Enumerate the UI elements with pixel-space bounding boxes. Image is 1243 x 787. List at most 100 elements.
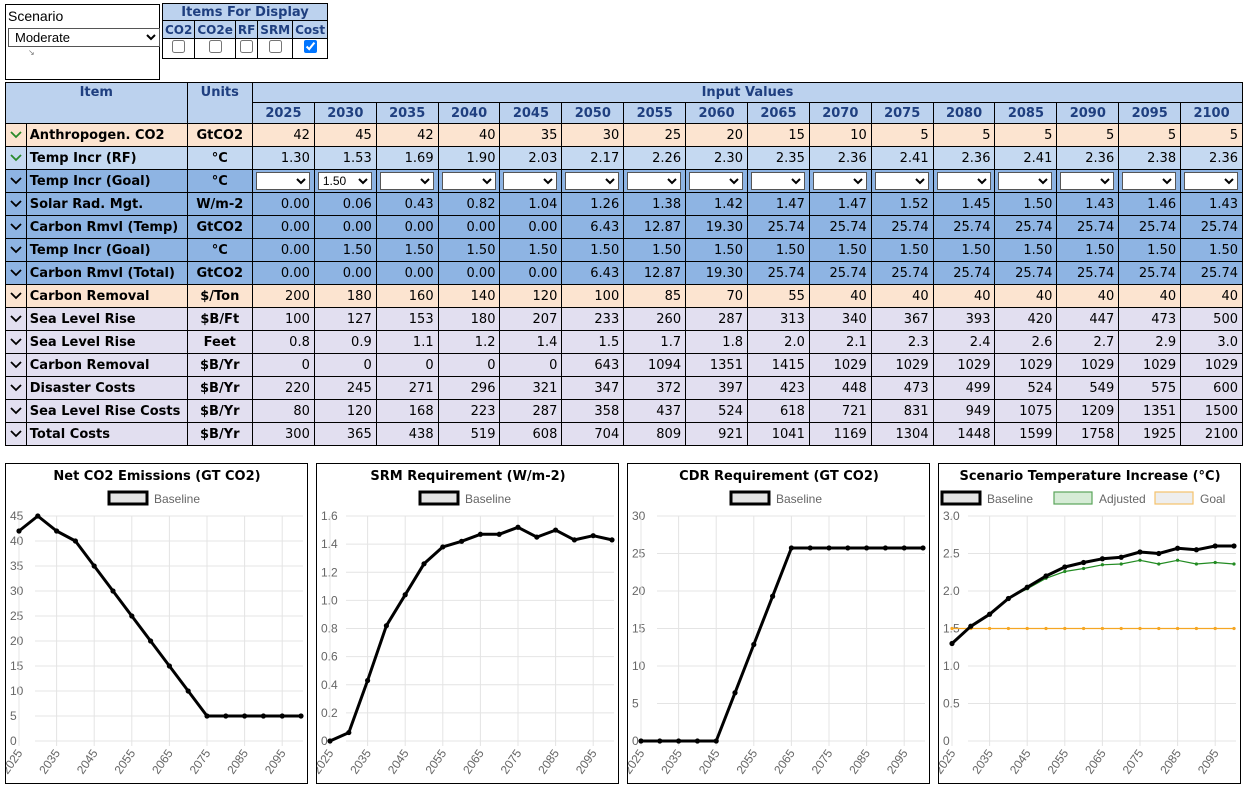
row-expand-chevron-icon[interactable] bbox=[5, 215, 27, 239]
data-point[interactable] bbox=[223, 713, 229, 719]
data-point[interactable] bbox=[1175, 545, 1181, 551]
data-point[interactable] bbox=[788, 545, 794, 551]
data-point[interactable] bbox=[1232, 562, 1236, 566]
goal-select-2080[interactable] bbox=[936, 172, 991, 190]
legend-label[interactable]: Adjusted bbox=[1099, 492, 1146, 506]
data-point[interactable] bbox=[553, 527, 559, 533]
goal-select-2075[interactable] bbox=[874, 172, 929, 190]
row-expand-chevron-icon[interactable] bbox=[5, 169, 27, 193]
data-point[interactable] bbox=[185, 688, 191, 694]
row-expand-chevron-icon[interactable] bbox=[5, 192, 27, 216]
data-point[interactable] bbox=[298, 713, 304, 719]
data-point[interactable] bbox=[1063, 569, 1067, 574]
data-point[interactable] bbox=[1232, 626, 1236, 631]
row-expand-chevron-icon[interactable] bbox=[5, 146, 27, 170]
data-point[interactable] bbox=[440, 544, 446, 550]
data-point[interactable] bbox=[1082, 626, 1086, 631]
data-point[interactable] bbox=[1213, 560, 1217, 565]
display-checkbox-co2[interactable] bbox=[172, 40, 186, 53]
row-expand-chevron-icon[interactable] bbox=[5, 284, 27, 308]
data-point[interactable] bbox=[1005, 595, 1011, 602]
data-point[interactable] bbox=[807, 545, 813, 551]
goal-select-2040[interactable] bbox=[441, 172, 496, 190]
goal-select-2085[interactable] bbox=[998, 172, 1053, 190]
goal-select-2065[interactable] bbox=[750, 172, 805, 190]
data-point[interactable] bbox=[638, 738, 644, 744]
data-point[interactable] bbox=[1213, 626, 1217, 631]
data-point[interactable] bbox=[1082, 566, 1086, 571]
data-point[interactable] bbox=[920, 545, 926, 551]
data-point[interactable] bbox=[988, 626, 992, 631]
data-point[interactable] bbox=[864, 545, 870, 551]
row-expand-chevron-icon[interactable] bbox=[5, 353, 27, 377]
data-point[interactable] bbox=[1063, 626, 1067, 631]
row-expand-chevron-icon[interactable] bbox=[5, 238, 27, 262]
data-point[interactable] bbox=[534, 534, 540, 540]
legend-label[interactable]: Goal bbox=[1200, 492, 1225, 506]
data-point[interactable] bbox=[1194, 562, 1198, 566]
row-expand-chevron-icon[interactable] bbox=[5, 376, 27, 400]
data-point[interactable] bbox=[1043, 573, 1049, 579]
goal-select-2035[interactable] bbox=[379, 172, 434, 190]
legend-label[interactable]: Baseline bbox=[987, 492, 1033, 506]
data-point[interactable] bbox=[1231, 543, 1237, 549]
data-point[interactable] bbox=[1100, 563, 1104, 567]
data-point[interactable] bbox=[751, 641, 757, 648]
data-point[interactable] bbox=[327, 738, 333, 744]
data-point[interactable] bbox=[987, 611, 993, 617]
display-checkbox-cost[interactable] bbox=[303, 40, 317, 53]
display-checkbox-co2e[interactable] bbox=[208, 40, 222, 53]
data-point[interactable] bbox=[1119, 562, 1123, 566]
data-point[interactable] bbox=[1194, 626, 1198, 631]
goal-select-2025[interactable] bbox=[255, 172, 310, 190]
data-point[interactable] bbox=[950, 626, 954, 631]
goal-select-2045[interactable] bbox=[503, 172, 558, 190]
row-expand-chevron-icon[interactable] bbox=[5, 422, 27, 446]
data-point[interactable] bbox=[1176, 626, 1180, 631]
data-point[interactable] bbox=[260, 713, 266, 719]
display-checkbox-rf[interactable] bbox=[240, 40, 254, 53]
data-point[interactable] bbox=[901, 545, 907, 551]
data-point[interactable] bbox=[515, 524, 521, 530]
data-point[interactable] bbox=[204, 713, 210, 719]
data-point[interactable] bbox=[16, 528, 22, 534]
data-point[interactable] bbox=[1099, 556, 1105, 562]
data-point[interactable] bbox=[845, 545, 851, 551]
data-point[interactable] bbox=[1044, 626, 1048, 631]
data-point[interactable] bbox=[459, 538, 465, 544]
row-expand-chevron-icon[interactable] bbox=[5, 261, 27, 285]
data-point[interactable] bbox=[826, 545, 832, 551]
data-point[interactable] bbox=[496, 531, 502, 537]
goal-select-2095[interactable] bbox=[1122, 172, 1177, 190]
goal-select-2030[interactable]: 1.50 bbox=[317, 172, 372, 190]
data-point[interactable] bbox=[1024, 584, 1030, 590]
data-point[interactable] bbox=[129, 613, 135, 619]
goal-select-2060[interactable] bbox=[689, 172, 744, 190]
row-expand-chevron-icon[interactable] bbox=[5, 330, 27, 354]
data-point[interactable] bbox=[279, 713, 285, 719]
goal-select-2090[interactable] bbox=[1060, 172, 1115, 190]
goal-select-2050[interactable] bbox=[565, 172, 620, 190]
legend-label[interactable]: Baseline bbox=[154, 492, 200, 506]
data-point[interactable] bbox=[365, 677, 371, 684]
data-point[interactable] bbox=[1081, 559, 1087, 566]
data-point[interactable] bbox=[968, 623, 974, 629]
data-point[interactable] bbox=[383, 623, 389, 629]
data-point[interactable] bbox=[732, 690, 738, 696]
data-point[interactable] bbox=[477, 531, 483, 537]
goal-select-2055[interactable] bbox=[627, 172, 682, 190]
data-point[interactable] bbox=[713, 738, 719, 744]
data-point[interactable] bbox=[54, 528, 60, 534]
data-point[interactable] bbox=[694, 738, 700, 744]
data-point[interactable] bbox=[1137, 549, 1143, 555]
data-point[interactable] bbox=[1025, 626, 1029, 631]
goal-select-2070[interactable] bbox=[812, 172, 867, 190]
data-point[interactable] bbox=[770, 593, 776, 599]
legend-label[interactable]: Baseline bbox=[465, 492, 511, 506]
data-point[interactable] bbox=[148, 638, 154, 644]
data-point[interactable] bbox=[1138, 558, 1142, 562]
data-point[interactable] bbox=[609, 537, 615, 543]
data-point[interactable] bbox=[590, 533, 596, 539]
data-point[interactable] bbox=[402, 592, 408, 598]
display-checkbox-srm[interactable] bbox=[268, 40, 282, 53]
